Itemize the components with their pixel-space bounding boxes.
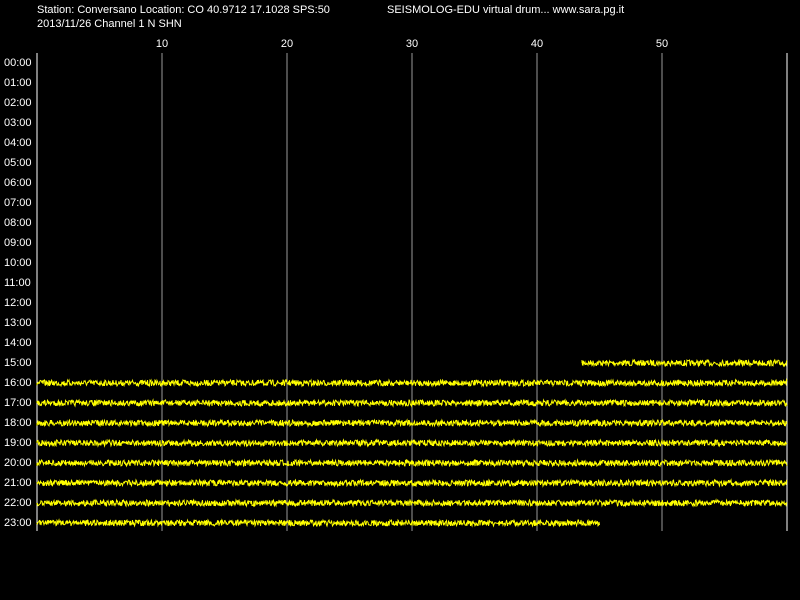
y-tick-label: 15:00 <box>4 357 32 369</box>
x-tick-label: 40 <box>531 38 543 50</box>
y-tick-label: 19:00 <box>4 437 32 449</box>
x-tick-label: 10 <box>156 38 168 50</box>
y-tick-label: 00:00 <box>4 57 32 69</box>
y-tick-label: 10:00 <box>4 257 32 269</box>
y-tick-label: 06:00 <box>4 177 32 189</box>
trace <box>36 498 788 508</box>
y-tick-label: 13:00 <box>4 317 32 329</box>
y-tick-label: 08:00 <box>4 217 32 229</box>
x-tick-label: 20 <box>281 38 293 50</box>
y-tick-label: 12:00 <box>4 297 32 309</box>
y-tick-label: 16:00 <box>4 377 32 389</box>
y-tick-label: 01:00 <box>4 77 32 89</box>
y-tick-label: 09:00 <box>4 237 32 249</box>
trace <box>36 518 600 528</box>
y-tick-label: 20:00 <box>4 457 32 469</box>
x-tick-label: 30 <box>406 38 418 50</box>
y-tick-label: 22:00 <box>4 497 32 509</box>
y-tick-label: 17:00 <box>4 397 32 409</box>
y-tick-label: 02:00 <box>4 97 32 109</box>
trace <box>36 438 788 448</box>
chart-title: Station: Conversano Location: CO 40.9712… <box>37 4 330 16</box>
trace <box>36 398 788 408</box>
x-tick-label: 50 <box>656 38 668 50</box>
trace <box>36 418 788 428</box>
y-tick-label: 23:00 <box>4 517 32 529</box>
y-tick-label: 07:00 <box>4 197 32 209</box>
trace <box>581 358 788 368</box>
y-tick-label: 04:00 <box>4 137 32 149</box>
chart-title-right: SEISMOLOG-EDU virtual drum... www.sara.p… <box>387 4 624 16</box>
chart-subtitle: 2013/11/26 Channel 1 N SHN <box>37 18 182 30</box>
y-tick-label: 05:00 <box>4 157 32 169</box>
trace <box>36 458 788 468</box>
y-tick-label: 21:00 <box>4 477 32 489</box>
y-tick-label: 14:00 <box>4 337 32 349</box>
trace <box>36 478 788 488</box>
y-tick-label: 18:00 <box>4 417 32 429</box>
trace <box>36 378 788 388</box>
y-tick-label: 03:00 <box>4 117 32 129</box>
y-tick-label: 11:00 <box>4 277 31 289</box>
